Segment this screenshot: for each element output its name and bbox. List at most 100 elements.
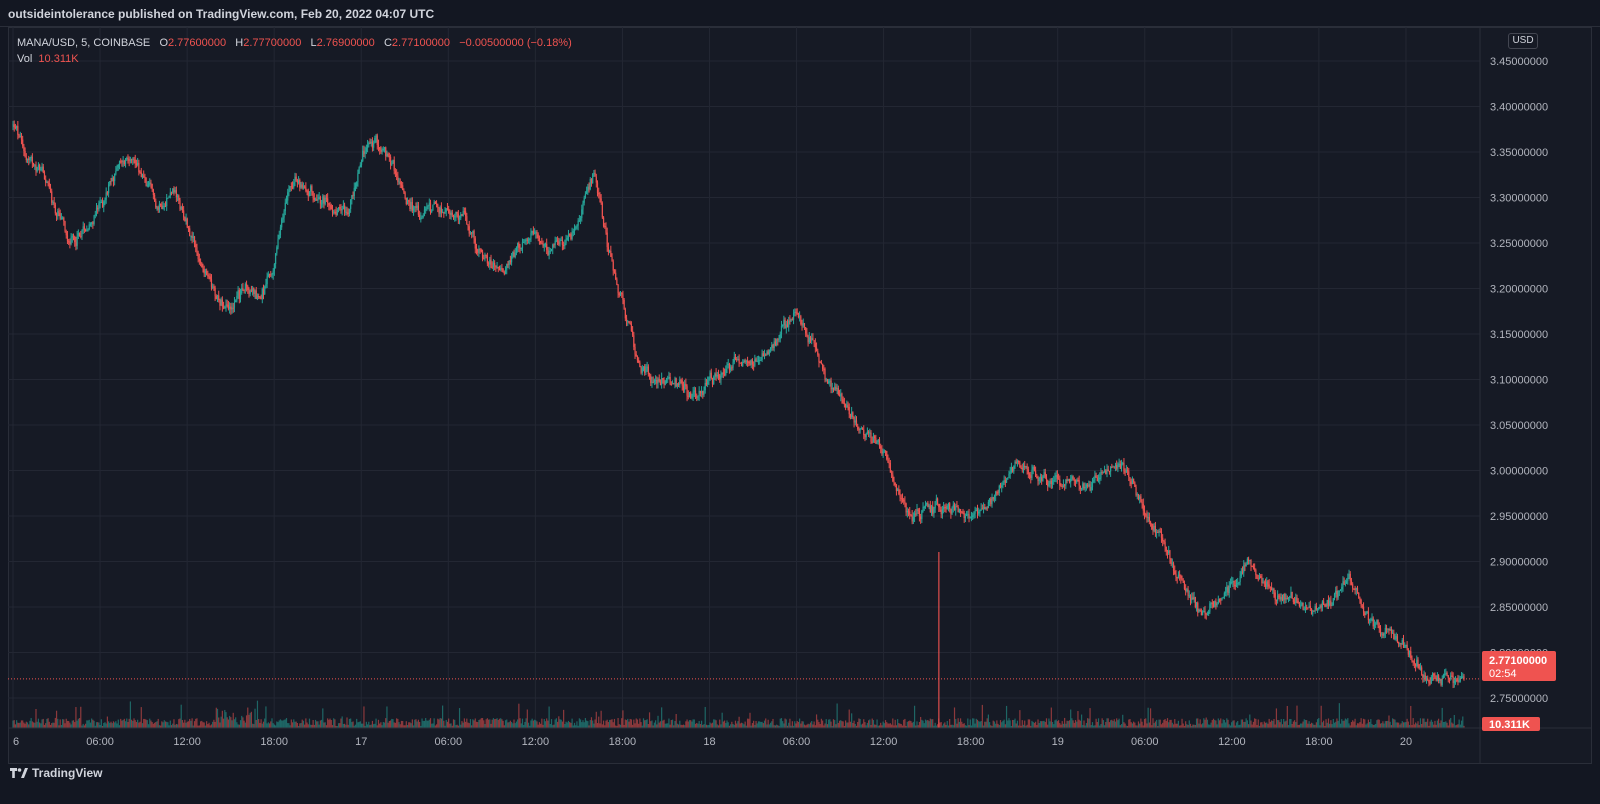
volume-bar [375, 718, 377, 728]
candle-body [1442, 674, 1445, 679]
tradingview-logo[interactable]: TradingView [10, 766, 102, 780]
volume-bar [186, 721, 188, 728]
volume-bar [266, 723, 268, 728]
volume-bar [1229, 725, 1232, 728]
volume-bar [1163, 719, 1165, 728]
volume-bar [859, 719, 861, 728]
volume-bar [469, 719, 472, 728]
volume-bar [36, 721, 38, 728]
volume-bar [34, 722, 36, 728]
volume-bar [1024, 720, 1026, 728]
candle-body [1391, 632, 1394, 634]
candle-body [485, 255, 487, 257]
symbol-label[interactable]: MANA/USD, 5, COINBASE [17, 37, 151, 49]
candle-body [732, 362, 734, 368]
volume-bar [490, 723, 492, 728]
volume-bar [255, 719, 257, 728]
candle-body [400, 184, 403, 186]
volume-bar [982, 725, 985, 728]
candle-body [852, 412, 854, 418]
volume-bar [617, 718, 619, 728]
candle-body [1308, 605, 1310, 608]
time-axis[interactable]: 6 06:00 12:00 18:00 17 06:00 12:00 18:00 18 06:00… [13, 736, 1412, 748]
candle-body [1013, 466, 1015, 472]
volume-bar [825, 719, 827, 728]
candle-body [1421, 667, 1423, 675]
volume-bar [822, 720, 824, 728]
candle-body [825, 379, 827, 381]
volume-bar [108, 721, 110, 728]
candle-body [1107, 469, 1109, 472]
volume-bar [1416, 723, 1418, 728]
volume-bar [1320, 705, 1322, 728]
volume-bar [593, 723, 595, 728]
volume-bar [1044, 721, 1046, 728]
candle-body [607, 247, 610, 252]
candle-body [767, 351, 769, 355]
candle-body [463, 211, 465, 213]
candle-body [32, 163, 35, 166]
candle-body [507, 264, 509, 266]
candle-body [1393, 632, 1395, 640]
candle-body [399, 181, 401, 185]
volume-bar [399, 724, 401, 728]
volume-bar [572, 725, 574, 728]
volume-bar [290, 719, 292, 728]
candle-body [1373, 624, 1376, 627]
volume-bar [815, 714, 818, 728]
volume-bar [293, 719, 295, 728]
volume-bar [144, 718, 146, 728]
volume-bar [687, 721, 689, 728]
volume-bar [422, 720, 424, 728]
candle-body [1346, 580, 1348, 584]
candle-body [1444, 674, 1446, 676]
candle-body [899, 494, 901, 498]
volume-bar [37, 718, 40, 728]
candle-body [710, 372, 712, 378]
candle-body [290, 186, 292, 188]
volume-bar [777, 725, 779, 728]
candle-body [540, 240, 542, 244]
candle-body [616, 279, 618, 285]
candle-body [497, 267, 499, 269]
candle-body [776, 339, 778, 346]
volume-bar [1300, 723, 1302, 728]
volume-bar [427, 720, 429, 728]
currency-selector[interactable]: USD [1508, 33, 1538, 49]
candle-body [334, 211, 336, 213]
volume-bar [1077, 711, 1079, 728]
volume-bar [82, 723, 84, 728]
volume-bar [1358, 723, 1360, 728]
volume-bar [146, 720, 148, 728]
volume-bar [913, 705, 916, 728]
candle-body [686, 386, 688, 396]
candle-body [1416, 659, 1418, 667]
volume-bar [1141, 721, 1143, 728]
candle-body [955, 506, 957, 511]
candle-body [1193, 597, 1195, 600]
candle-body [906, 510, 908, 513]
volume-bar [435, 724, 438, 728]
volume-bar [890, 724, 893, 728]
candle-body [536, 231, 538, 235]
volume-bar [632, 724, 634, 728]
candle-body [1289, 596, 1291, 598]
candle-body [548, 251, 550, 256]
volume-bar [514, 723, 516, 728]
chart-frame[interactable] [8, 27, 1592, 764]
candle-body [1315, 606, 1317, 610]
candle-body [866, 431, 868, 434]
candle-body [623, 299, 625, 310]
candle-body [725, 369, 727, 375]
candle-body [865, 433, 867, 438]
volume-bar [991, 725, 993, 728]
candle-body [116, 167, 118, 172]
price-axis[interactable]: 3.450000003.400000003.350000003.30000000… [1490, 56, 1548, 705]
volume-bar [731, 721, 733, 728]
price-chart[interactable]: 3.450000003.400000003.350000003.30000000… [8, 27, 1592, 764]
volume-bar [1194, 725, 1196, 728]
volume-bar [1012, 719, 1014, 728]
volume-bar [1354, 718, 1356, 728]
candle-body [80, 235, 82, 237]
volume-bar [311, 724, 313, 728]
